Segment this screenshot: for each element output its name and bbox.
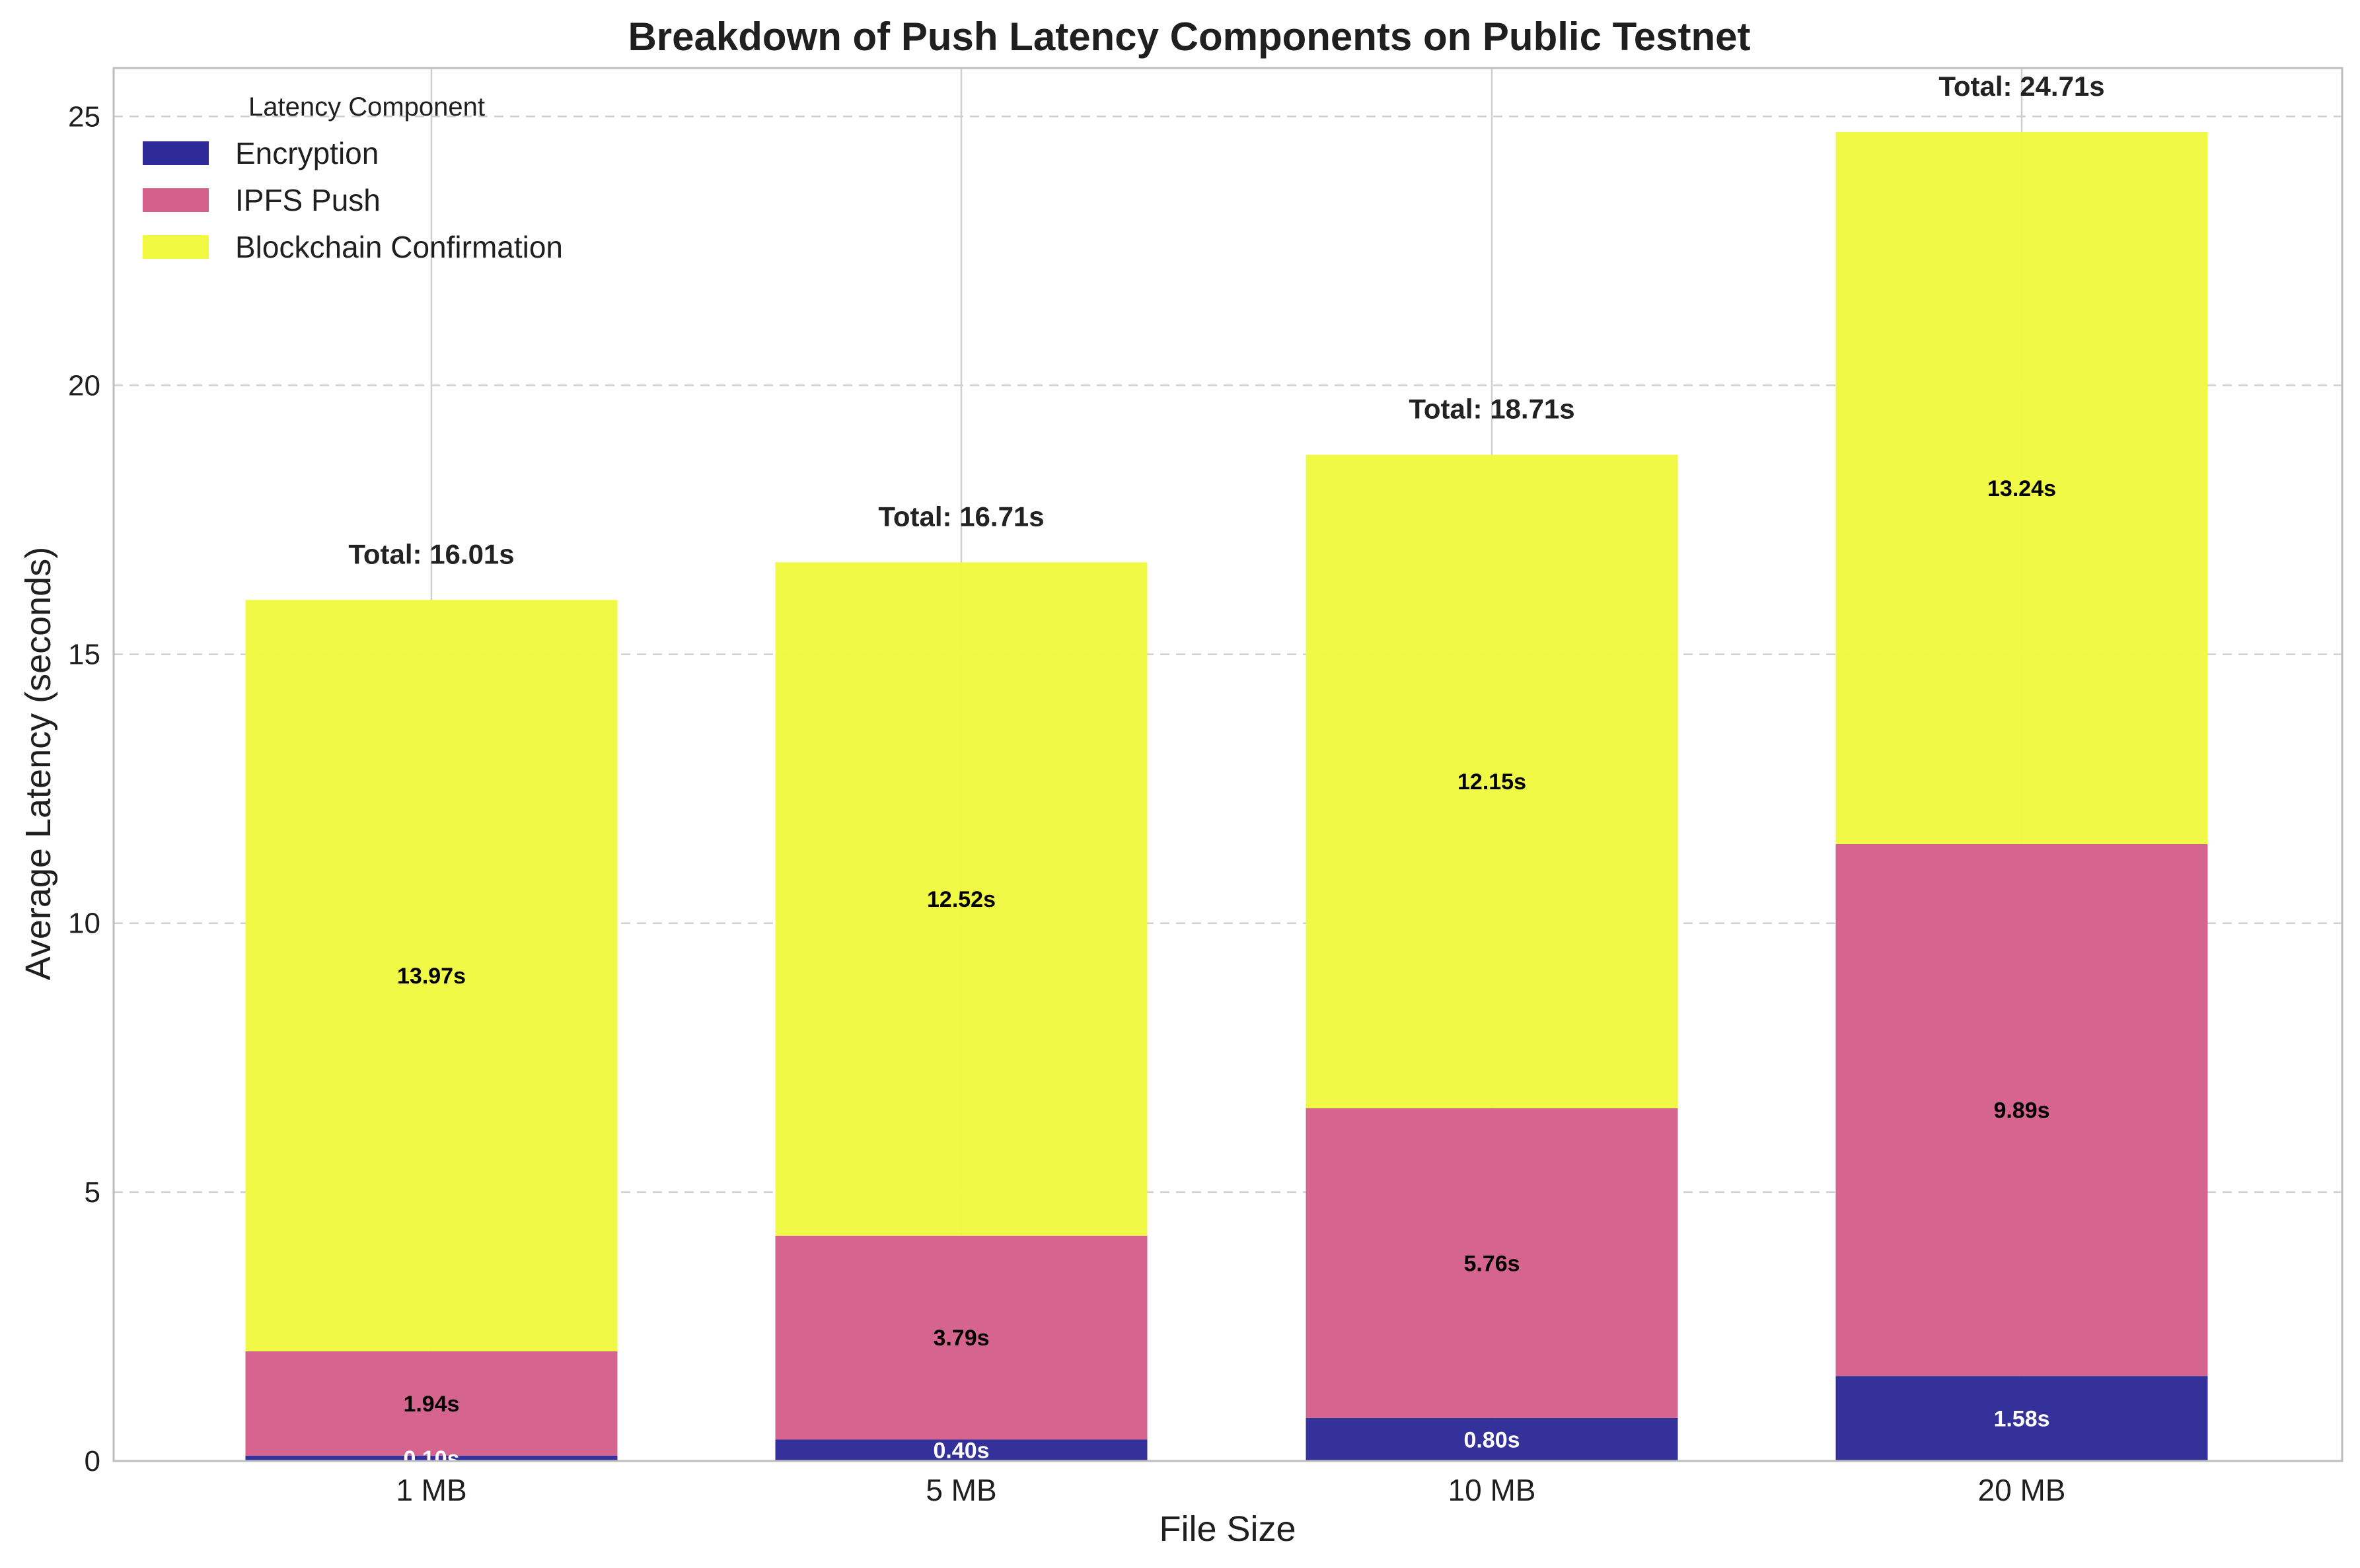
segment-value-label: 3.79s bbox=[933, 1326, 989, 1351]
segment-value-label: 0.80s bbox=[1463, 1427, 1520, 1452]
bars bbox=[245, 131, 2208, 1461]
segment-value-label: 0.40s bbox=[933, 1439, 989, 1464]
legend-label: Blockchain Confirmation bbox=[235, 230, 563, 264]
legend-swatch bbox=[143, 141, 209, 165]
x-tick-label: 5 MB bbox=[926, 1473, 996, 1507]
total-label: Total: 16.71s bbox=[878, 501, 1044, 532]
legend-items: Encryption IPFS Push Blockchain Confirmati… bbox=[143, 136, 563, 264]
total-label: Total: 16.01s bbox=[348, 538, 514, 569]
legend-swatch bbox=[143, 188, 209, 212]
segment-value-label: 13.24s bbox=[1987, 476, 2056, 501]
y-tick-label: 10 bbox=[68, 908, 100, 940]
bar-segment-blockchain-confirmation bbox=[1306, 454, 1678, 1108]
total-label: Total: 18.71s bbox=[1409, 393, 1574, 424]
segment-value-label: 1.58s bbox=[1993, 1407, 2049, 1432]
bar-segment-blockchain-confirmation bbox=[1835, 131, 2208, 845]
bar-segment-encryption bbox=[1835, 1376, 2208, 1461]
bar-labels: 0.10s 1.94s 13.97s Total: 16.01s 0.40s 3.79s 1… bbox=[348, 71, 2104, 1472]
total-label: Total: 24.71s bbox=[1938, 71, 2104, 102]
segment-value-label: 12.15s bbox=[1457, 769, 1526, 795]
bar-segment-encryption bbox=[245, 1455, 618, 1461]
segment-value-label: 9.89s bbox=[1993, 1098, 2049, 1123]
segment-value-label: 1.94s bbox=[403, 1392, 459, 1417]
bar-segment-ipfs-push bbox=[775, 1235, 1148, 1440]
legend-title: Latency Component bbox=[248, 92, 485, 122]
bar-segment-ipfs-push bbox=[1306, 1108, 1678, 1418]
legend-label: Encryption bbox=[235, 136, 379, 170]
bar-segment-encryption bbox=[1306, 1417, 1678, 1461]
segment-value-label: 13.97s bbox=[397, 964, 466, 989]
legend-swatch bbox=[143, 235, 209, 259]
segment-value-label: 0.10s bbox=[403, 1446, 459, 1472]
bar-segment-ipfs-push bbox=[1835, 844, 2208, 1376]
axis-ticks: 0 5 10 15 20 25 1 MB 5 MB 10 MB 20 MB bbox=[68, 100, 2065, 1507]
bar-segment-encryption bbox=[775, 1439, 1148, 1461]
legend: Latency Component Encryption IPFS Push Blo… bbox=[143, 92, 563, 264]
y-tick-label: 25 bbox=[68, 100, 100, 133]
y-tick-label: 5 bbox=[85, 1176, 100, 1209]
x-tick-label: 10 MB bbox=[1448, 1473, 1536, 1507]
y-tick-label: 15 bbox=[68, 639, 100, 671]
bar-segment-blockchain-confirmation bbox=[245, 600, 618, 1351]
chart-title: Breakdown of Push Latency Components on … bbox=[628, 15, 1750, 59]
y-axis-label: Average Latency (seconds) bbox=[18, 547, 58, 980]
x-tick-label: 20 MB bbox=[1978, 1473, 2066, 1507]
y-tick-label: 20 bbox=[68, 369, 100, 402]
plot-frame bbox=[112, 67, 2343, 1462]
segment-value-label: 5.76s bbox=[1463, 1251, 1520, 1276]
x-axis-label: File Size bbox=[1159, 1509, 1296, 1549]
segment-value-label: 12.52s bbox=[927, 887, 996, 912]
y-tick-label: 0 bbox=[85, 1445, 100, 1478]
bar-segment-ipfs-push bbox=[245, 1351, 618, 1456]
bar-segment-blockchain-confirmation bbox=[775, 562, 1148, 1236]
x-tick-label: 1 MB bbox=[396, 1473, 466, 1507]
legend-label: IPFS Push bbox=[235, 183, 381, 217]
